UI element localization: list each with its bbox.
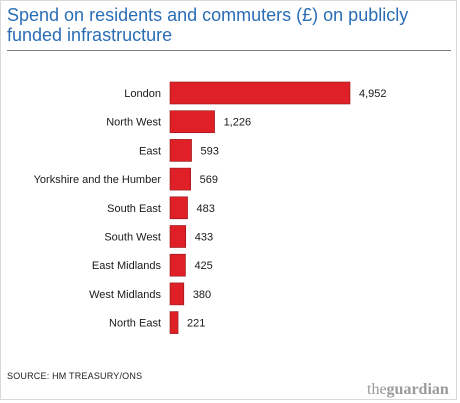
category-label: South East [107, 203, 161, 215]
bar [169, 253, 186, 277]
category-label: North East [109, 318, 161, 330]
category-label: East Midlands [92, 260, 162, 272]
value-label: 4,952 [359, 88, 387, 100]
category-label: London [124, 88, 161, 100]
value-label: 221 [187, 318, 205, 330]
chart-title: Spend on residents and commuters (£) on … [7, 5, 409, 45]
category-label: South West [104, 232, 161, 244]
value-label: 483 [197, 203, 215, 215]
category-label: North West [106, 117, 161, 129]
value-label: 569 [200, 174, 218, 186]
value-label: 425 [194, 260, 212, 272]
bar [169, 167, 191, 191]
svg-text:theguardian: theguardian [367, 381, 449, 398]
source-note: SOURCE: HM TREASURY/ONS [7, 371, 143, 381]
category-label: East [139, 145, 161, 157]
title-divider [7, 50, 451, 51]
value-label: 1,226 [224, 117, 252, 129]
guardian-logo: theguardian [367, 381, 449, 398]
bar [169, 81, 351, 105]
value-label: 593 [201, 145, 219, 157]
category-label: West Midlands [89, 289, 161, 301]
bar [169, 196, 188, 220]
bar [169, 311, 179, 334]
bar [169, 139, 192, 162]
value-label: 433 [195, 232, 213, 244]
bar [169, 110, 215, 133]
bar [169, 225, 187, 248]
value-label: 380 [193, 289, 211, 301]
bar [169, 282, 185, 306]
category-label: Yorkshire and the Humber [34, 174, 162, 186]
